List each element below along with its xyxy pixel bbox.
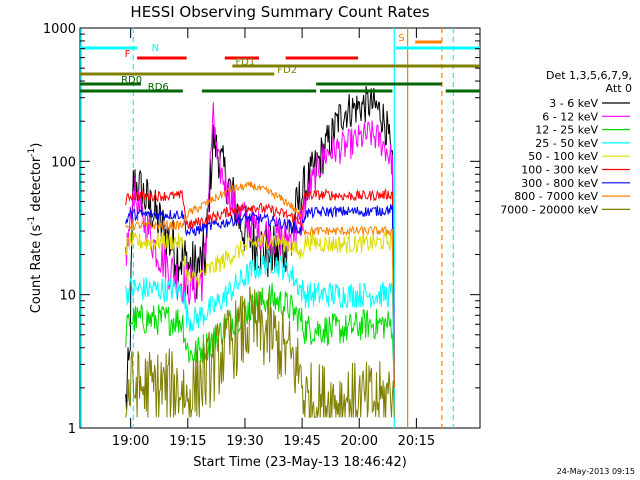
x-tick-label: 19:15 [169, 434, 206, 449]
series-line-8 [125, 181, 395, 388]
legend-title-detectors: Det 1,3,5,6,7,9, [546, 69, 632, 82]
plot-frame [79, 27, 481, 429]
x-axis-label: Start Time (23-May-13 18:46:42) [193, 455, 407, 470]
flag-label-rd0: RD0 [121, 75, 142, 86]
legend-entry-label: 300 - 800 keV [521, 177, 598, 190]
flag-label-s: S [398, 33, 404, 44]
x-tick-label: 19:45 [283, 434, 320, 449]
flag-label-rd6: RD6 [148, 82, 169, 93]
axis-ticks: 19:00 19:15 19:30 19:45 20:00 20:15 1 10 100 1000 [43, 22, 480, 449]
y-axis-label: Count Rate (s-1 detector-1) [27, 143, 44, 314]
y-tick-label: 10 [59, 289, 76, 304]
flag-label-fd2: FD2 [277, 65, 297, 76]
y-tick-label: 1 [68, 422, 76, 437]
legend-entry-label: 25 - 50 keV [535, 137, 598, 150]
legend-entry-label: 3 - 6 keV [549, 97, 598, 110]
series-line-2 [125, 102, 395, 365]
series-line-5 [125, 230, 395, 388]
series-line-4 [125, 249, 395, 388]
legend-entry-label: 800 - 7000 keV [514, 190, 598, 203]
chart-title: HESSI Observing Summary Count Rates [130, 3, 429, 21]
series-line-7 [125, 204, 395, 388]
y-tick-label: 1000 [43, 22, 76, 37]
plot-area: N S F FD1 FD2 RD0 RD6 19:00 19:15 19:30 19:45 20:0… [43, 22, 481, 449]
series-line-9 [125, 286, 395, 418]
flag-bars: N S F FD1 FD2 RD0 RD6 [80, 33, 480, 93]
series-lines [125, 85, 395, 418]
flag-label-f: F [125, 49, 131, 60]
x-tick-label: 19:00 [112, 434, 149, 449]
x-tick-label: 20:00 [341, 434, 378, 449]
generation-timestamp: 24-May-2013 09:15 [557, 467, 635, 476]
x-tick-label: 19:30 [226, 434, 263, 449]
legend-entry-label: 50 - 100 keV [528, 150, 598, 163]
flag-label-n: N [152, 43, 159, 54]
legend-entry-label: 7000 - 20000 keV [500, 203, 598, 216]
x-tick-label: 20:15 [398, 434, 435, 449]
y-tick-label: 100 [51, 155, 76, 170]
flag-label-fd1: FD1 [235, 57, 255, 68]
legend-entry-label: 6 - 12 keV [542, 110, 598, 123]
legend-title-attenuator: Att 0 [606, 82, 632, 95]
legend-entry-label: 12 - 25 keV [535, 124, 598, 137]
legend-entry-label: 100 - 300 keV [521, 164, 598, 177]
series-line-6 [125, 187, 395, 388]
